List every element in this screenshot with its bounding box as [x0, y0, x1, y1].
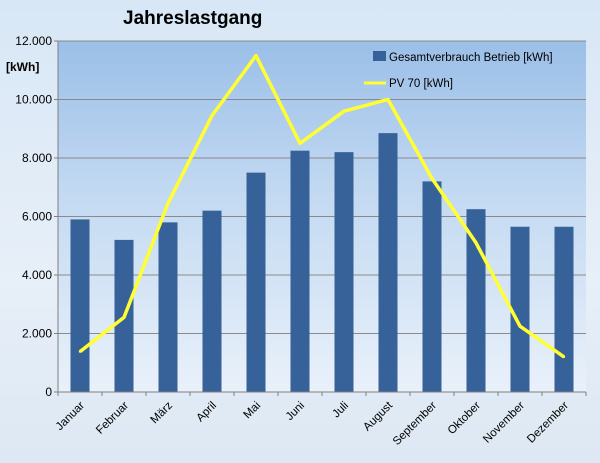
pv-point-1 [78, 350, 82, 353]
y-tick-label: 2.000 [22, 327, 52, 341]
x-tick-label: Februar [94, 400, 131, 437]
x-tick-label: März [149, 399, 176, 426]
bar-6 [290, 150, 310, 392]
legend-label-bar: Gesamtverbrauch Betrieb [kWh] [389, 52, 553, 64]
y-tick-label: 4.000 [22, 268, 52, 282]
y-tick-label: 12.000 [15, 34, 52, 48]
x-tick-label: August [361, 399, 395, 433]
pv-point-12 [562, 355, 566, 359]
bar-1 [70, 219, 90, 392]
x-tick-label: Dezember [525, 400, 571, 446]
x-axis-ticks: Januar Februar März April Mai Juni Juli AugustS… [54, 392, 587, 448]
bar-11 [510, 226, 530, 392]
legend: Gesamtverbrauch Betrieb [kWh] PV 70 [kWh… [364, 51, 553, 90]
bar-4 [202, 210, 222, 392]
pv-point-11 [518, 324, 522, 328]
y-tick-label: 8.000 [22, 151, 52, 165]
bar-10 [466, 209, 486, 392]
bar-7 [334, 152, 354, 392]
chart-title: Jahreslastgang [123, 8, 262, 29]
y-tick-label: 10.000 [15, 93, 52, 107]
legend-label-line: PV 70 [kWh] [389, 78, 453, 90]
pv-line [78, 53, 566, 359]
y-tick-label: 6.000 [22, 210, 52, 224]
pv-point-8 [386, 98, 390, 101]
bar-5 [246, 172, 266, 392]
pv-point-5 [254, 54, 258, 57]
pv-point-7 [342, 110, 346, 113]
y-axis-label: [kWh] [6, 60, 39, 74]
bar-12 [554, 226, 574, 392]
y-axis-ticks: 0 2.000 4.000 6.000 8.000 10.000 12.000 [15, 34, 58, 399]
x-tick-label: September [391, 400, 439, 448]
x-tick-label: April [194, 400, 219, 425]
gridlines [58, 40, 586, 334]
pv-point-3 [166, 202, 170, 205]
pv-point-6 [298, 142, 302, 145]
pv-point-9 [430, 177, 434, 180]
pv-point-2 [122, 316, 126, 319]
bar-9 [422, 181, 442, 392]
x-tick-label: Oktober [446, 400, 484, 438]
x-tick-label: Juli [330, 400, 351, 421]
y-tick-label: 0 [45, 385, 52, 399]
x-tick-label: Januar [54, 400, 87, 433]
bar-3 [158, 222, 178, 392]
x-tick-label: Juni [284, 400, 307, 423]
legend-swatch-bar [373, 51, 386, 61]
pv-point-4 [210, 114, 214, 117]
pv-point-10 [474, 241, 478, 245]
x-tick-label: November [481, 400, 527, 446]
line-series [78, 53, 566, 359]
x-tick-label: Mai [242, 400, 264, 422]
bar-8 [378, 133, 398, 392]
